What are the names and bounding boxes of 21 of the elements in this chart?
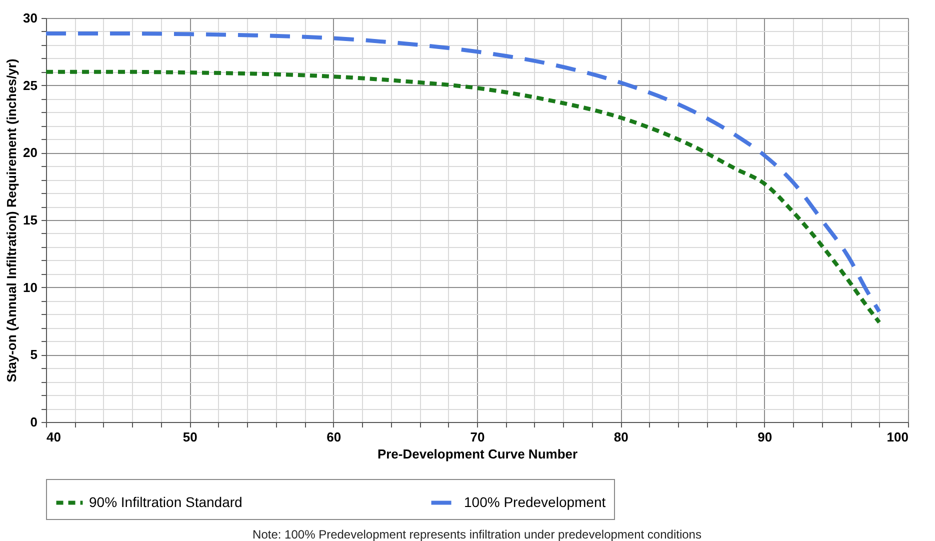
x-tick-label: 80 <box>614 430 628 444</box>
x-tick-label: 40 <box>46 430 61 444</box>
x-tick-label: 100 <box>886 430 908 444</box>
y-axis-title: Stay-on (Annual Infiltration) Requirement (inches/yr) <box>4 58 20 382</box>
x-tick-label: 70 <box>470 430 485 444</box>
y-tick-label: 10 <box>23 280 38 295</box>
y-tick-label: 15 <box>23 212 38 228</box>
line-series <box>44 70 882 324</box>
y-tick-label: 5 <box>30 347 38 362</box>
y-tick-label: 30 <box>23 10 38 26</box>
x-tick-label: 90 <box>758 430 772 444</box>
x-axis-title: Pre-Development Curve Number <box>377 446 578 462</box>
x-tick-label: 50 <box>182 430 198 444</box>
legend-label: 90% Infiltration Standard <box>89 494 242 510</box>
y-tick-label: 0 <box>30 414 38 430</box>
line-series <box>44 31 882 314</box>
legend-label: 100% Predevelopment <box>464 494 606 510</box>
x-tick-label: 60 <box>326 430 342 444</box>
text: Note: 100% Predevelopment represents infiltration under predevelopment conditions <box>252 528 702 541</box>
y-tick-label: 20 <box>23 145 38 160</box>
y-tick-label: 25 <box>23 78 38 93</box>
